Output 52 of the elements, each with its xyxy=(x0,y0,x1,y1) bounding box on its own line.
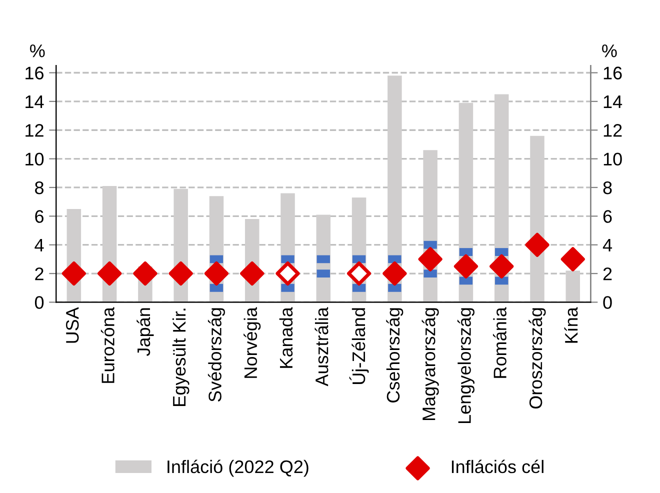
y-tick-label: 12 xyxy=(26,124,44,137)
x-tick-label: Lengyelország xyxy=(457,308,474,424)
x-tick-label: Új-Zéland xyxy=(349,308,369,384)
y2-tick-label: 4 xyxy=(602,238,612,252)
y-axis-title: % xyxy=(30,44,45,58)
y2-axis-title: % xyxy=(602,44,617,58)
x-tick-label: Magyarország xyxy=(422,308,439,420)
y2-tick-label: 8 xyxy=(603,181,612,194)
y-tick-label: 10 xyxy=(26,152,44,166)
y2-tick-label: 16 xyxy=(604,66,622,80)
y-tick-label: 6 xyxy=(35,210,44,223)
x-tick-label: Svédország xyxy=(208,308,225,402)
y2-tick-label: 2 xyxy=(603,267,612,280)
x-tick-label: Norvégia xyxy=(244,307,261,378)
y-tick-label: 0 xyxy=(34,296,44,309)
point xyxy=(276,261,300,286)
y-tick-label: 16 xyxy=(26,66,44,80)
y2-tick-label: 12 xyxy=(604,124,622,137)
point xyxy=(382,261,407,286)
point xyxy=(525,232,550,257)
point xyxy=(98,261,122,286)
x-tick-label: Csehország xyxy=(386,308,404,402)
x-tick-label: USA xyxy=(66,307,79,343)
y2-tick-label: 6 xyxy=(603,210,612,223)
point xyxy=(347,261,372,286)
point xyxy=(62,261,86,286)
point xyxy=(204,261,229,286)
x-tick-label: Románia xyxy=(492,307,506,378)
y-tick-label: 8 xyxy=(35,181,44,194)
x-tick-label: Japán xyxy=(136,308,154,356)
point xyxy=(133,261,158,286)
x-tick-label: Kína xyxy=(564,307,578,343)
y-tick-label: 4 xyxy=(34,238,44,252)
point xyxy=(418,247,442,272)
y-tick-label: 14 xyxy=(26,96,44,108)
x-tick-label: Egyesült Kir. xyxy=(172,308,190,406)
point xyxy=(240,261,264,286)
y2-tick-label: 10 xyxy=(604,152,622,166)
x-tick-label: Eurozóna xyxy=(100,307,114,383)
bar xyxy=(566,270,580,302)
point xyxy=(560,247,585,272)
legend-label: Inflációs cél xyxy=(452,460,544,474)
point xyxy=(168,261,193,286)
x-tick-label: Ausztrália xyxy=(314,307,328,386)
x-tick-label: Oroszország xyxy=(528,308,546,409)
legend-label: Infláció (2022 Q2) xyxy=(168,460,308,477)
point xyxy=(454,254,478,278)
y2-tick-label: 0 xyxy=(603,296,612,309)
y2-tick-label: 14 xyxy=(604,96,622,108)
y-tick-label: 2 xyxy=(35,267,44,280)
x-tick-label: Kanada xyxy=(279,307,293,368)
point xyxy=(490,254,514,278)
